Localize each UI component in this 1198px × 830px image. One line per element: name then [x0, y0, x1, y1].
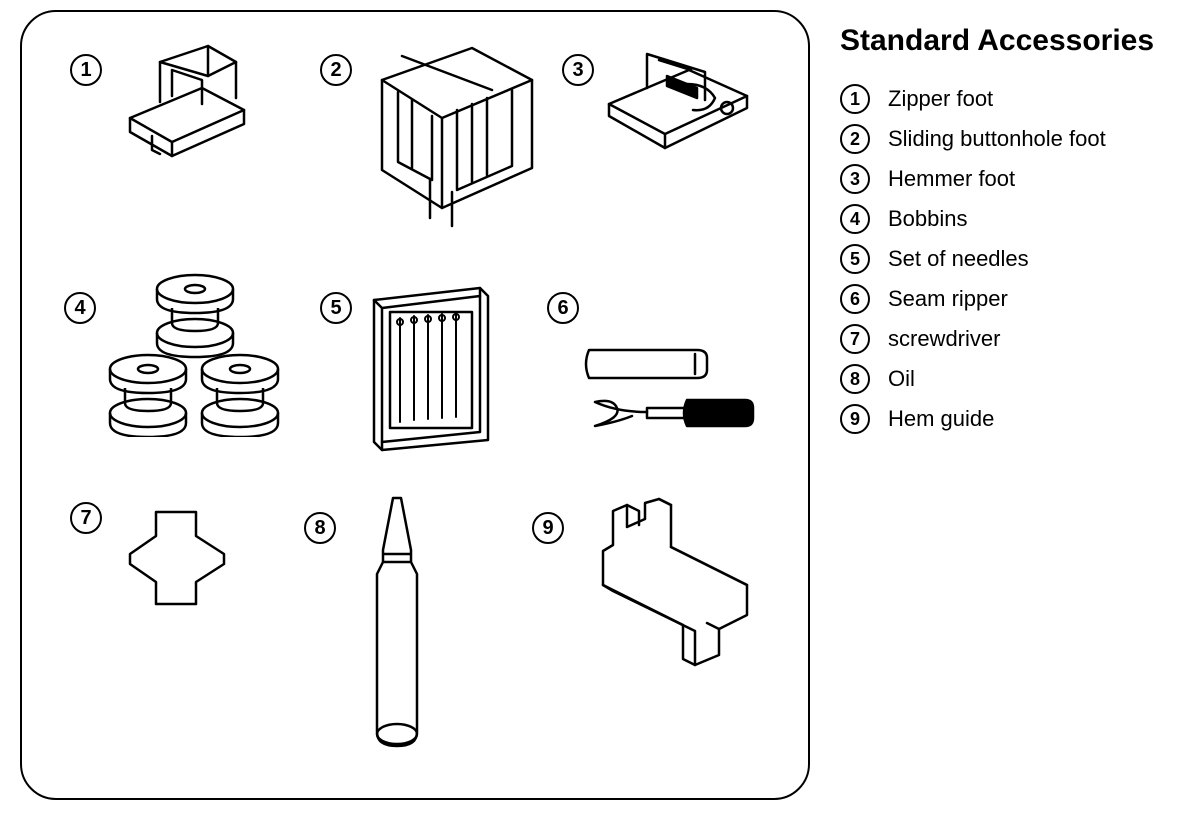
badge-1: 1	[70, 54, 102, 86]
legend-item-9: 9 Hem guide	[840, 404, 1154, 434]
legend-item-8: 8 Oil	[840, 364, 1154, 394]
legend-badge-3: 3	[840, 164, 870, 194]
legend-label-5: Set of needles	[888, 246, 1029, 272]
hemmer-foot-icon	[597, 40, 757, 160]
legend-label-8: Oil	[888, 366, 915, 392]
badge-3-num: 3	[572, 59, 583, 82]
legend-label-2: Sliding buttonhole foot	[888, 126, 1106, 152]
badge-5: 5	[320, 292, 352, 324]
legend-label-1: Zipper foot	[888, 86, 993, 112]
badge-2: 2	[320, 54, 352, 86]
badge-2-num: 2	[330, 59, 341, 82]
legend-badge-8: 8	[840, 364, 870, 394]
legend-item-7: 7 screwdriver	[840, 324, 1154, 354]
diagram-panel: 1 2	[20, 10, 810, 800]
badge-9-num: 9	[542, 517, 553, 540]
legend-badge-6: 6	[840, 284, 870, 314]
badge-7-num: 7	[80, 507, 91, 530]
badge-4: 4	[64, 292, 96, 324]
sliding-buttonhole-foot-icon	[362, 40, 542, 230]
zipper-foot-icon	[112, 40, 262, 170]
legend-badge-9: 9	[840, 404, 870, 434]
badge-6: 6	[547, 292, 579, 324]
legend-item-6: 6 Seam ripper	[840, 284, 1154, 314]
badge-5-num: 5	[330, 297, 341, 320]
hem-guide-icon	[567, 497, 767, 667]
badge-3: 3	[562, 54, 594, 86]
legend-title: Standard Accessories	[840, 24, 1154, 58]
legend-badge-1: 1	[840, 84, 870, 114]
legend-label-4: Bobbins	[888, 206, 968, 232]
legend-badge-4: 4	[840, 204, 870, 234]
seam-ripper-icon	[577, 342, 757, 432]
bobbins-icon	[100, 267, 290, 437]
legend-badge-7: 7	[840, 324, 870, 354]
legend-label-9: Hem guide	[888, 406, 994, 432]
legend-list: 1 Zipper foot 2 Sliding buttonhole foot …	[840, 84, 1154, 434]
legend: Standard Accessories 1 Zipper foot 2 Sli…	[840, 10, 1154, 800]
badge-4-num: 4	[74, 297, 85, 320]
badge-7: 7	[70, 502, 102, 534]
badge-9: 9	[532, 512, 564, 544]
legend-item-5: 5 Set of needles	[840, 244, 1154, 274]
legend-item-3: 3 Hemmer foot	[840, 164, 1154, 194]
badge-1-num: 1	[80, 59, 91, 82]
legend-badge-2: 2	[840, 124, 870, 154]
legend-item-4: 4 Bobbins	[840, 204, 1154, 234]
screwdriver-icon	[122, 502, 232, 612]
oil-icon	[357, 492, 437, 752]
legend-label-6: Seam ripper	[888, 286, 1008, 312]
legend-label-7: screwdriver	[888, 326, 1000, 352]
legend-item-2: 2 Sliding buttonhole foot	[840, 124, 1154, 154]
legend-item-1: 1 Zipper foot	[840, 84, 1154, 114]
badge-6-num: 6	[557, 297, 568, 320]
legend-badge-5: 5	[840, 244, 870, 274]
legend-label-3: Hemmer foot	[888, 166, 1015, 192]
badge-8-num: 8	[314, 517, 325, 540]
needles-icon	[362, 282, 492, 452]
badge-8: 8	[304, 512, 336, 544]
